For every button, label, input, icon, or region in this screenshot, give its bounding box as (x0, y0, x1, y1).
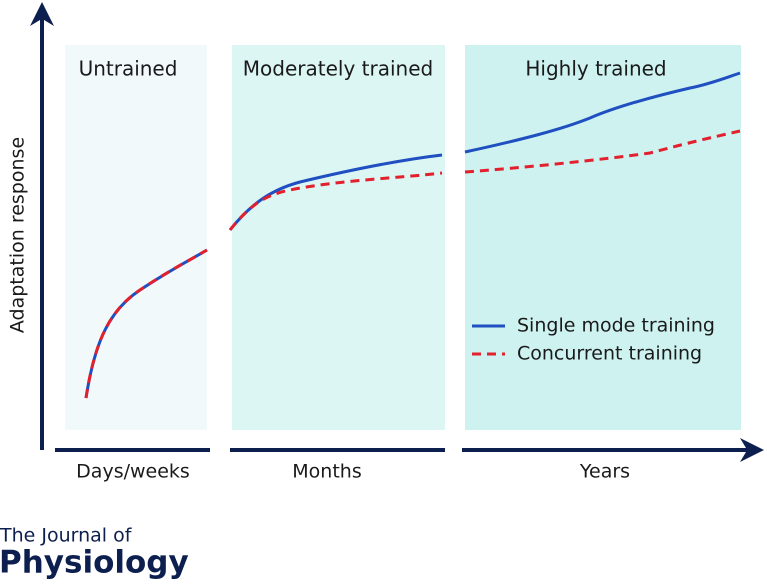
panel-bg (232, 45, 445, 430)
concurrent-curve (464, 129, 741, 174)
legend-label: Concurrent training (517, 343, 702, 365)
panel-label: Highly trained (525, 57, 666, 81)
logo-line2: Physiology (0, 545, 189, 581)
x-period-label: Years (579, 461, 630, 483)
y-axis-label: Adaptation response (7, 137, 29, 333)
single-curve (464, 71, 741, 154)
logo-line1: The Journal of (0, 525, 133, 547)
legend-label: Single mode training (517, 315, 715, 337)
panel-bg (465, 45, 741, 430)
panel-label: Untrained (79, 57, 178, 81)
panel-bg (65, 45, 207, 430)
curves (84, 71, 741, 399)
concurrent-curve (84, 248, 208, 399)
panel-label: Moderately trained (243, 57, 433, 81)
x-period-label: Months (292, 461, 361, 483)
concurrent-curve (228, 171, 443, 231)
x-period-label: Days/weeks (76, 461, 190, 483)
